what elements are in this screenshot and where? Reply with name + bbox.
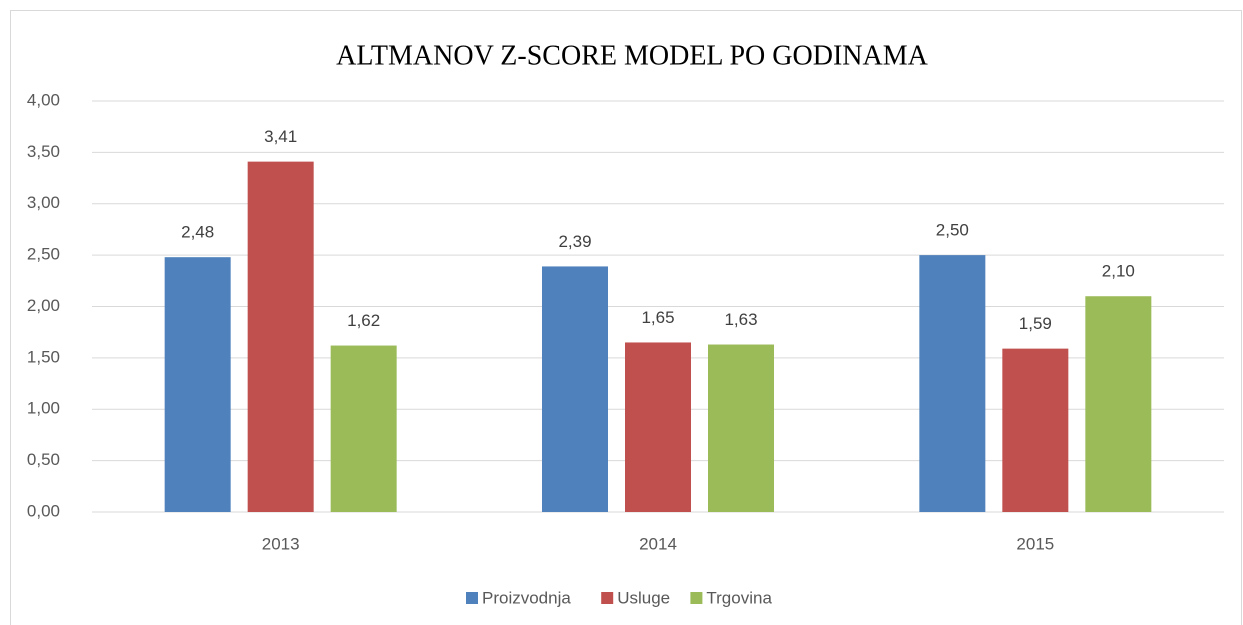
data-label: 2,10 bbox=[1102, 262, 1135, 281]
data-label: 3,41 bbox=[264, 127, 297, 146]
data-label: 1,63 bbox=[724, 310, 757, 329]
data-label: 2,39 bbox=[558, 232, 591, 251]
bar bbox=[330, 345, 397, 512]
x-tick-label: 2015 bbox=[1016, 534, 1054, 553]
bar bbox=[1002, 348, 1069, 512]
legend-swatch bbox=[466, 592, 478, 604]
bar bbox=[708, 344, 774, 512]
y-tick-label: 2,00 bbox=[27, 296, 60, 315]
y-tick-label: 3,00 bbox=[27, 193, 60, 212]
legend-swatch bbox=[690, 592, 703, 604]
bar bbox=[542, 266, 608, 512]
chart-title: ALTMANOV Z-SCORE MODEL PO GODINAMA bbox=[336, 40, 928, 71]
bar bbox=[1085, 296, 1152, 512]
y-tick-label: 0,00 bbox=[27, 501, 60, 520]
y-tick-label: 4,00 bbox=[27, 90, 60, 109]
y-tick-label: 3,50 bbox=[27, 142, 60, 161]
data-label: 2,50 bbox=[936, 221, 969, 240]
x-tick-label: 2013 bbox=[262, 534, 300, 553]
bar bbox=[919, 255, 986, 512]
data-label: 1,65 bbox=[641, 308, 674, 327]
bar bbox=[164, 257, 231, 512]
chart-border bbox=[10, 10, 1242, 625]
y-tick-label: 2,50 bbox=[27, 245, 60, 264]
data-label: 1,62 bbox=[347, 311, 380, 330]
y-tick-label: 1,50 bbox=[27, 347, 60, 366]
data-label: 2,48 bbox=[181, 223, 214, 242]
data-label: 1,59 bbox=[1019, 314, 1052, 333]
legend-label: Trgovina bbox=[706, 588, 772, 607]
y-tick-label: 1,00 bbox=[27, 399, 60, 418]
legend-label: Proizvodnja bbox=[482, 588, 571, 607]
bar bbox=[247, 161, 314, 512]
bar bbox=[625, 342, 691, 512]
legend-label: Usluge bbox=[617, 588, 670, 607]
legend-swatch bbox=[601, 592, 614, 604]
y-tick-label: 0,50 bbox=[27, 450, 60, 469]
x-tick-label: 2014 bbox=[639, 534, 677, 553]
